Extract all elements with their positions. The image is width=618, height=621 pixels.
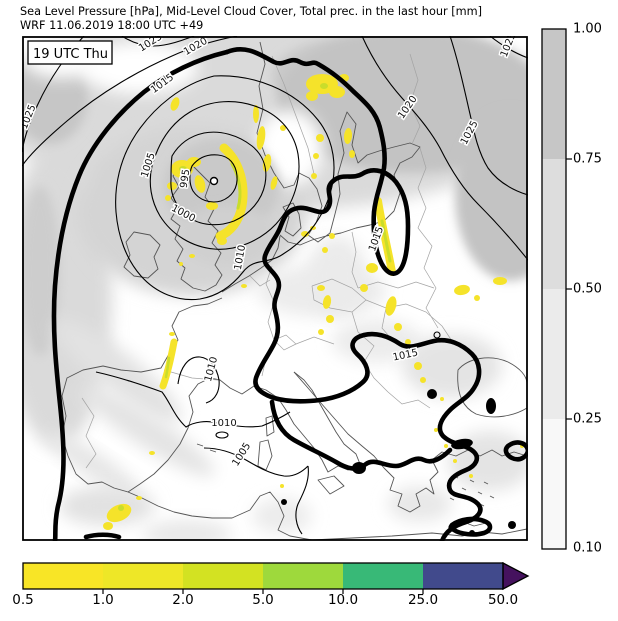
- cloud-cbar-tick-label: 1.00: [573, 21, 602, 37]
- cloud-cbar-segment: [542, 159, 566, 289]
- precip-cbar-segment: [103, 563, 183, 589]
- isobar-label: 1010: [211, 418, 236, 429]
- isobars-thick: [51, 47, 528, 541]
- precip-cbar-tick-label: 2.0: [172, 592, 194, 608]
- precip-cbar-segment: [343, 563, 423, 589]
- precip-cbar-tick-label: 10.0: [327, 592, 359, 608]
- precipitation-layer: [103, 74, 524, 530]
- low-center-marker: [209, 176, 219, 186]
- cloud-cbar-tick-label: 0.25: [573, 411, 602, 427]
- precip-cbar-tick-label: 0.5: [12, 592, 34, 608]
- isobar-label: 995: [179, 168, 193, 188]
- cloud-cbar-tick-label: 0.10: [573, 540, 602, 556]
- plot-subtitle: WRF 11.06.2019 18:00 UTC +49: [20, 19, 204, 32]
- cloud-cbar-segment: [542, 29, 566, 159]
- cloud-cbar-ticks: [566, 158, 572, 420]
- precip-cbar-ticks: [102, 589, 424, 594]
- isobars-thin: [22, 36, 528, 535]
- cloud-cbar-segment: [542, 289, 566, 419]
- precip-cbar-segment: [263, 563, 343, 589]
- map-frame: [22, 36, 528, 541]
- isobar-closed-blobs: [281, 389, 516, 536]
- precip-cbar-segment: [183, 563, 263, 589]
- precip-cbar-tick-label: 5.0: [252, 592, 274, 608]
- cloud-cbar-tick-label: 0.75: [573, 151, 602, 167]
- weather-map: 1025 1025 1020 1015 1005 995 1000 1010 1…: [22, 36, 528, 541]
- precip-cbar-segment: [423, 563, 503, 589]
- precip-cbar-overflow-arrow: [502, 562, 530, 591]
- precip-colorbar: [22, 562, 530, 594]
- timestamp-label: 19 UTC Thu: [33, 47, 108, 62]
- cloud-cbar-tick-label: 0.50: [573, 281, 602, 297]
- precip-cbar-tick-label: 25.0: [407, 592, 439, 608]
- timestamp-box: 19 UTC Thu: [27, 40, 113, 65]
- precip-cbar-segment: [23, 563, 103, 589]
- cloud-colorbar: [541, 28, 572, 550]
- precip-cbar-tick-label: 50.0: [487, 592, 519, 608]
- cloud-cbar-segment: [542, 419, 566, 549]
- precip-cbar-tick-label: 1.0: [92, 592, 114, 608]
- plot-title: Sea Level Pressure [hPa], Mid-Level Clou…: [20, 5, 483, 18]
